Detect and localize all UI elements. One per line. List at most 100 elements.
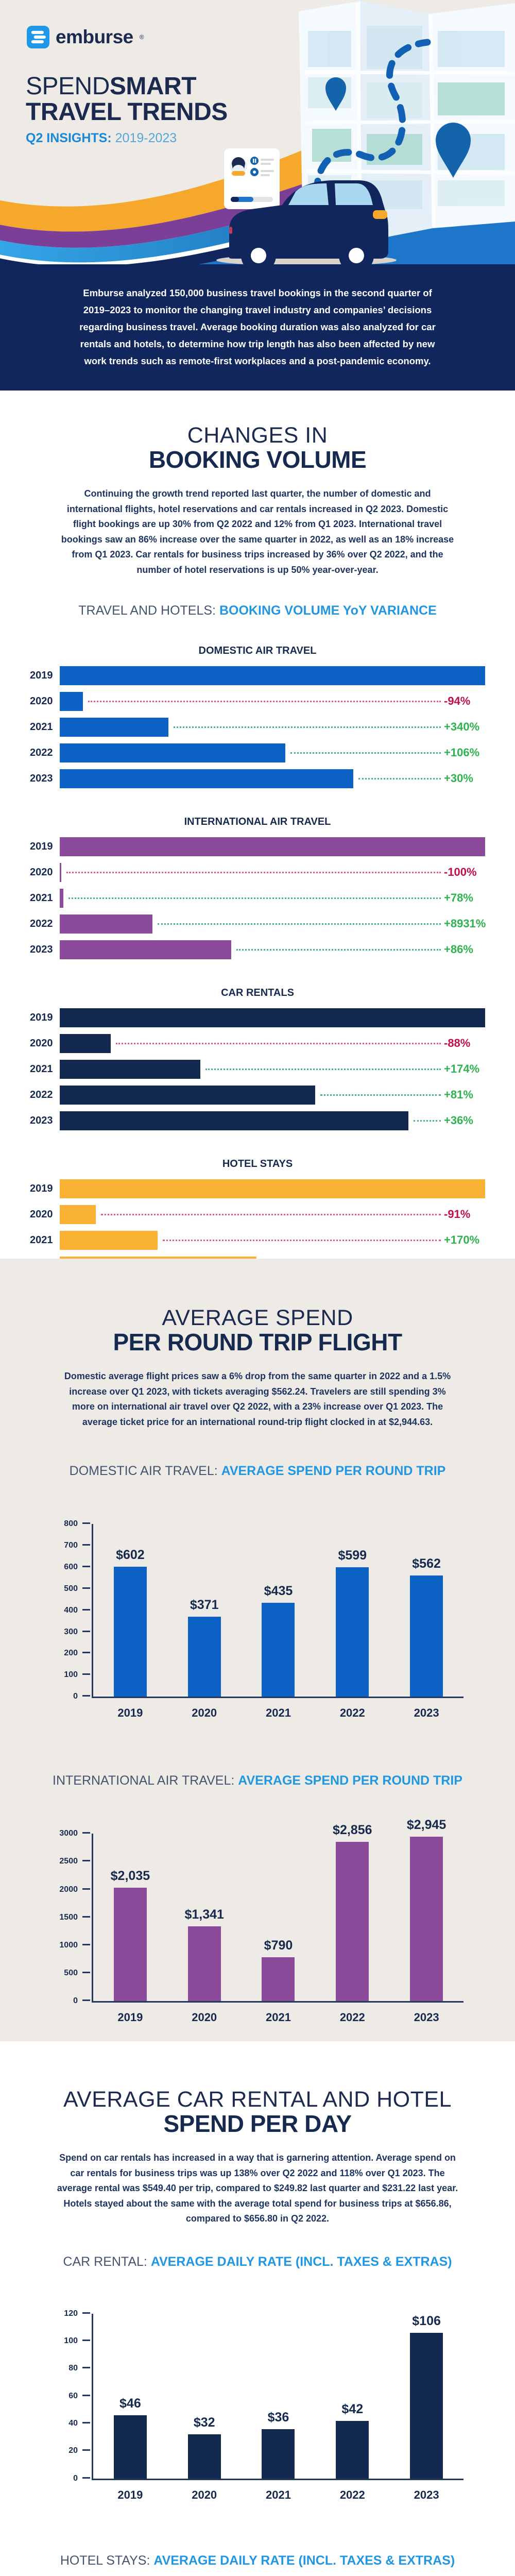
dotted-leader xyxy=(205,1069,441,1071)
x-axis-year-label: 2019 xyxy=(117,2488,143,2501)
id-card-icon xyxy=(224,148,280,209)
chart-international-air-spend: 0 500 1000 1500 2000 2500 3000 $2,035 $1,341 $790… xyxy=(52,1818,464,2024)
section-heading: AVERAGE CAR RENTAL AND HOTEL SPEND PER D… xyxy=(0,2041,515,2137)
emburse-logo-icon xyxy=(27,26,49,48)
subtitle-prefix: INTERNATIONAL AIR TRAVEL: xyxy=(53,1773,238,1788)
dotted-leader xyxy=(290,752,441,754)
bar-track: +86% xyxy=(60,940,485,960)
y-axis-tick-label: 40 xyxy=(68,2419,78,2428)
year-label: 2023 xyxy=(30,773,53,785)
bar xyxy=(60,1205,96,1225)
bar: $599 xyxy=(336,1548,369,1697)
y-axis-tick xyxy=(82,2340,90,2342)
page-title: SPENDSMART TRAVEL TRENDS Q2 INSIGHTS: 20… xyxy=(26,74,228,145)
bar: $106 xyxy=(410,2314,443,2479)
y-axis-tick xyxy=(82,1972,90,1974)
bar-slot: $602 xyxy=(93,1524,167,1697)
section-booking-volume: CHANGES IN BOOKING VOLUME Continuing the… xyxy=(0,391,515,1259)
bar xyxy=(60,1179,485,1199)
bar xyxy=(60,743,285,763)
bar-slot: $2,856 xyxy=(315,1823,389,2002)
variance-label: -100% xyxy=(444,866,477,879)
y-axis-tick-label: 100 xyxy=(64,2336,78,2346)
dotted-leader xyxy=(88,701,441,703)
dotted-leader xyxy=(414,1120,441,1122)
dotted-leader xyxy=(66,872,441,874)
variance-label: +340% xyxy=(444,720,480,734)
bar: $2,035 xyxy=(111,1869,150,2002)
bar: $602 xyxy=(113,1548,147,1697)
bar xyxy=(60,692,83,711)
bar-track: +81% xyxy=(60,1086,485,1105)
bar xyxy=(60,1086,315,1105)
bar: $562 xyxy=(410,1556,443,1697)
year-label: 2022 xyxy=(30,1089,53,1101)
bar xyxy=(60,914,153,934)
y-axis-tick xyxy=(82,1544,90,1546)
chart-row: 2019 xyxy=(30,1179,485,1199)
value-label: $46 xyxy=(119,2396,141,2411)
bar-track: +30% xyxy=(60,769,485,789)
bar-slot: $32 xyxy=(167,2314,242,2479)
value-label: $106 xyxy=(412,2314,441,2329)
year-label: 2021 xyxy=(30,721,53,733)
x-axis-year-label: 2023 xyxy=(414,2011,439,2024)
bar-track: -88% xyxy=(60,1034,485,1054)
bar-track xyxy=(60,1008,485,1028)
variance-label: +170% xyxy=(444,1233,480,1247)
dotted-leader xyxy=(173,726,441,728)
variance-label: -91% xyxy=(444,1208,471,1221)
bar-track: +170% xyxy=(60,1231,485,1250)
chart-hotel-stays-volume: HOTEL STAYS 2019 2020 -91% 2021 +170% 2022+10… xyxy=(30,1158,485,1259)
value-label: $42 xyxy=(341,2401,364,2416)
y-axis-tick xyxy=(82,2394,90,2396)
chart-row: 2022+101% xyxy=(30,1257,485,1259)
q2-insights-label: Q2 INSIGHTS: xyxy=(26,130,112,145)
year-label: 2023 xyxy=(30,944,53,956)
bar-slot: $36 xyxy=(242,2314,316,2479)
bar-track: +340% xyxy=(60,718,485,737)
bar-track: -91% xyxy=(60,1205,485,1225)
bar-slot: $371 xyxy=(167,1524,242,1697)
chart-group-subtitle: TRAVEL AND HOTELS: BOOKING VOLUME YoY VA… xyxy=(0,603,515,618)
bar: $371 xyxy=(187,1598,221,1697)
bar-track xyxy=(60,666,485,686)
intro-text: Emburse analyzed 150,000 business travel… xyxy=(79,287,436,366)
bar-track: -100% xyxy=(60,863,485,883)
bar: $2,945 xyxy=(407,1818,446,2002)
y-axis-tick xyxy=(82,1695,90,1697)
section-heading: AVERAGE SPEND PER ROUND TRIP FLIGHT xyxy=(0,1259,515,1355)
value-label: $1,341 xyxy=(184,1907,224,1922)
title-travel-trends: TRAVEL TRENDS xyxy=(26,98,228,126)
y-axis-tick xyxy=(82,1630,90,1632)
y-axis-tick-label: 500 xyxy=(64,1584,78,1593)
location-pin-icon xyxy=(436,123,471,178)
chart-rows: 2019 2020 -88% 2021 +174% 2022 +81% 2023 +36% xyxy=(30,1008,485,1131)
bar-track: +78% xyxy=(60,889,485,908)
y-axis-tick xyxy=(82,1999,90,2002)
heading-line1: AVERAGE SPEND xyxy=(162,1306,353,1330)
y-axis-tick-label: 1000 xyxy=(59,1940,78,1950)
bar xyxy=(60,1034,111,1054)
chart-row: 2021 +78% xyxy=(30,889,485,908)
bar xyxy=(60,837,485,857)
emburse-logo: emburse ® xyxy=(27,26,144,48)
bar: $435 xyxy=(262,1584,295,1697)
intro-band: Emburse analyzed 150,000 business travel… xyxy=(0,264,515,391)
value-label: $2,035 xyxy=(110,1868,150,1883)
bar-track: +101% xyxy=(60,1257,485,1259)
bar-track: -94% xyxy=(60,692,485,711)
year-label: 2022 xyxy=(30,747,53,759)
y-axis-tick xyxy=(82,1916,90,1918)
chart-row: 2021 +174% xyxy=(30,1060,485,1079)
bar-track: +106% xyxy=(60,743,485,763)
dotted-leader xyxy=(358,778,441,780)
subtitle-prefix: HOTEL STAYS: xyxy=(60,2553,154,2568)
bar xyxy=(60,769,353,789)
chart-title: CAR RENTALS xyxy=(221,987,294,999)
y-axis-tick-label: 80 xyxy=(68,2364,78,2373)
y-axis-tick xyxy=(82,1565,90,1567)
bar xyxy=(60,1231,158,1250)
chart-international-air-volume: INTERNATIONAL AIR TRAVEL 2019 2020 -100% 20… xyxy=(30,816,486,960)
chart-row: 2019 xyxy=(30,666,485,686)
